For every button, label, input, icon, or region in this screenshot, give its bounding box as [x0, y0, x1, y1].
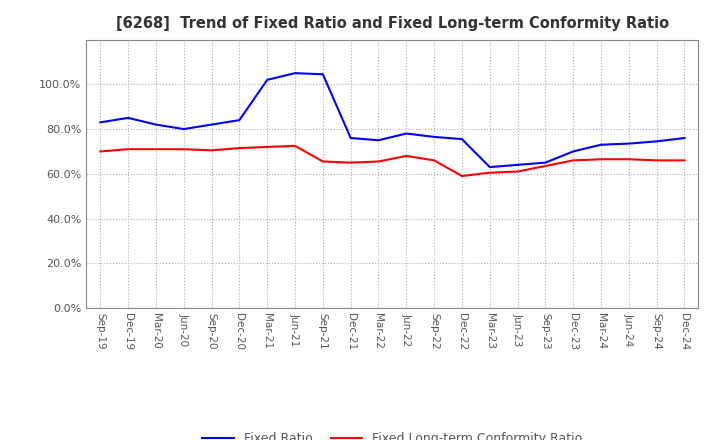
Fixed Long-term Conformity Ratio [207, 148, 216, 153]
Fixed Ratio [96, 120, 104, 125]
Fixed Long-term Conformity Ratio [485, 170, 494, 175]
Fixed Long-term Conformity Ratio [263, 144, 271, 150]
Fixed Ratio [485, 165, 494, 170]
Fixed Long-term Conformity Ratio [458, 173, 467, 179]
Fixed Long-term Conformity Ratio [652, 158, 661, 163]
Fixed Long-term Conformity Ratio [597, 157, 606, 162]
Title: [6268]  Trend of Fixed Ratio and Fixed Long-term Conformity Ratio: [6268] Trend of Fixed Ratio and Fixed Lo… [116, 16, 669, 32]
Fixed Ratio [152, 122, 161, 127]
Fixed Ratio [597, 142, 606, 147]
Fixed Long-term Conformity Ratio [402, 153, 410, 158]
Legend: Fixed Ratio, Fixed Long-term Conformity Ratio: Fixed Ratio, Fixed Long-term Conformity … [197, 427, 588, 440]
Fixed Long-term Conformity Ratio [124, 147, 132, 152]
Fixed Ratio [346, 136, 355, 141]
Line: Fixed Ratio: Fixed Ratio [100, 73, 685, 167]
Fixed Ratio [318, 72, 327, 77]
Fixed Ratio [624, 141, 633, 146]
Fixed Long-term Conformity Ratio [374, 159, 383, 164]
Fixed Long-term Conformity Ratio [235, 146, 243, 151]
Fixed Ratio [263, 77, 271, 82]
Fixed Ratio [513, 162, 522, 168]
Fixed Long-term Conformity Ratio [680, 158, 689, 163]
Fixed Ratio [430, 134, 438, 139]
Fixed Long-term Conformity Ratio [96, 149, 104, 154]
Fixed Ratio [569, 149, 577, 154]
Fixed Long-term Conformity Ratio [569, 158, 577, 163]
Fixed Long-term Conformity Ratio [179, 147, 188, 152]
Fixed Ratio [458, 136, 467, 142]
Fixed Ratio [374, 138, 383, 143]
Fixed Ratio [124, 115, 132, 121]
Fixed Ratio [541, 160, 550, 165]
Fixed Ratio [680, 136, 689, 141]
Fixed Long-term Conformity Ratio [513, 169, 522, 174]
Fixed Long-term Conformity Ratio [430, 158, 438, 163]
Fixed Ratio [179, 126, 188, 132]
Fixed Ratio [402, 131, 410, 136]
Fixed Long-term Conformity Ratio [318, 159, 327, 164]
Fixed Long-term Conformity Ratio [346, 160, 355, 165]
Fixed Long-term Conformity Ratio [152, 147, 161, 152]
Fixed Long-term Conformity Ratio [541, 163, 550, 169]
Line: Fixed Long-term Conformity Ratio: Fixed Long-term Conformity Ratio [100, 146, 685, 176]
Fixed Ratio [207, 122, 216, 127]
Fixed Ratio [652, 139, 661, 144]
Fixed Long-term Conformity Ratio [624, 157, 633, 162]
Fixed Ratio [291, 70, 300, 76]
Fixed Long-term Conformity Ratio [291, 143, 300, 148]
Fixed Ratio [235, 117, 243, 123]
